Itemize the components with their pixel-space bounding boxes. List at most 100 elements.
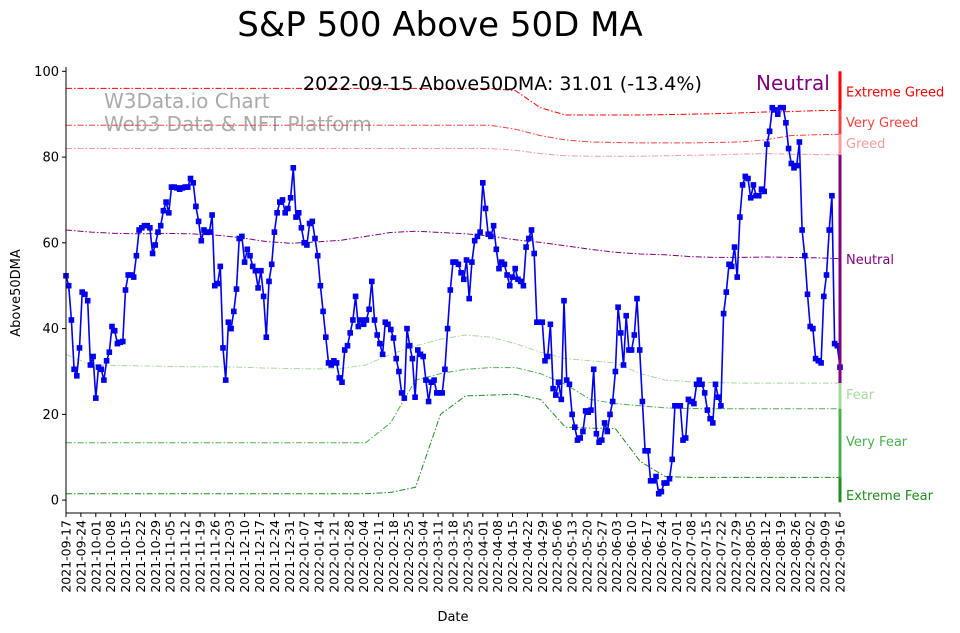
x-tick-label: 2022-04-29 (535, 520, 550, 593)
data-point (68, 317, 75, 323)
data-point (601, 420, 608, 426)
data-point (244, 246, 251, 253)
data-point (509, 274, 516, 280)
x-tick-label: 2022-05-20 (580, 520, 595, 593)
x-tick-label: 2021-09-24 (73, 520, 88, 593)
data-point (220, 345, 226, 351)
data-point (222, 377, 229, 383)
data-point (636, 347, 643, 353)
data-point (152, 242, 159, 248)
data-point (520, 282, 527, 289)
data-point (588, 407, 594, 413)
data-point (607, 411, 613, 418)
data-point (396, 368, 402, 375)
data-point (398, 390, 405, 396)
x-tick-label: 2021-10-08 (103, 520, 118, 593)
x-tick-label: 2022-08-12 (758, 520, 773, 593)
data-point (501, 261, 508, 268)
data-point (193, 203, 199, 210)
data-point (550, 385, 556, 392)
data-point (496, 265, 502, 272)
data-point (314, 252, 321, 259)
data-point (639, 398, 646, 405)
data-point (225, 319, 232, 325)
data-point (685, 396, 692, 403)
x-tick-label: 2021-11-19 (193, 520, 208, 593)
data-point (775, 111, 781, 117)
data-point (255, 285, 261, 291)
data-point (563, 377, 570, 383)
zone-label-very-greed: Very Greed (846, 116, 918, 131)
data-point (785, 145, 792, 152)
x-axis-label: Date (437, 610, 468, 625)
x-tick-label: 2021-10-29 (148, 520, 163, 593)
data-point (829, 192, 835, 199)
data-point (252, 267, 259, 274)
data-point (268, 261, 275, 268)
data-point (756, 192, 762, 199)
threshold-lines (65, 87, 841, 495)
zone-labels: Extreme Greed Very Greed Greed Neutral Fear V… (846, 86, 944, 504)
data-point (393, 355, 399, 362)
data-point (793, 162, 800, 169)
data-point (710, 420, 716, 426)
data-point (750, 182, 757, 188)
x-tick-label: 2022-03-11 (431, 520, 446, 593)
x-tick-label: 2021-12-31 (282, 520, 297, 593)
threshold-line-extreme-greed (66, 87, 841, 116)
x-tick-label: 2021-11-12 (178, 520, 193, 593)
data-point (444, 325, 451, 332)
data-point (195, 218, 202, 225)
data-point (388, 326, 394, 333)
data-point (580, 428, 586, 435)
y-tick-label: 100 (34, 65, 59, 80)
data-point (804, 291, 811, 298)
x-tick-label: 2022-06-17 (639, 520, 654, 593)
data-point (76, 345, 83, 351)
x-tick-label: 2022-03-18 (446, 520, 461, 593)
data-point (544, 353, 551, 360)
data-point (834, 342, 841, 349)
x-tick-label: 2022-01-21 (326, 520, 341, 593)
data-point (247, 252, 253, 259)
data-point (371, 317, 378, 323)
data-point (217, 263, 224, 270)
data-point (669, 456, 675, 463)
x-tick-label: 2022-09-02 (803, 520, 818, 593)
y-axis-label: Above50DMA (9, 249, 24, 337)
data-point (147, 225, 153, 231)
data-point (363, 317, 370, 323)
data-point (187, 175, 194, 182)
data-point (298, 225, 305, 231)
data-point (734, 274, 740, 280)
data-point (190, 180, 196, 186)
x-tick-label: 2022-06-24 (654, 520, 669, 593)
x-tick-label: 2022-04-22 (520, 520, 535, 593)
data-point (163, 199, 169, 205)
x-tick-label: 2022-07-29 (728, 520, 743, 593)
data-point (766, 128, 773, 135)
data-point (512, 265, 518, 272)
data-point (333, 360, 340, 366)
x-tick-label: 2021-10-22 (133, 520, 148, 593)
data-point (111, 327, 118, 334)
data-point (82, 291, 88, 298)
data-point (653, 473, 659, 480)
x-tick-label: 2022-04-01 (475, 520, 490, 593)
data-point (328, 362, 334, 368)
x-tick-label: 2022-05-27 (594, 520, 609, 593)
data-point (406, 342, 413, 349)
data-point (320, 308, 326, 315)
data-point (558, 396, 565, 403)
x-tick-label: 2021-12-10 (237, 520, 252, 593)
data-point (185, 184, 191, 190)
data-point (488, 233, 494, 240)
data-point (701, 390, 708, 396)
data-point (385, 321, 391, 328)
y-tick-label: 60 (42, 236, 59, 251)
chart-title: S&P 500 Above 50D MA (237, 5, 642, 45)
data-point (458, 270, 464, 276)
x-tick-label: 2021-10-01 (88, 520, 103, 593)
